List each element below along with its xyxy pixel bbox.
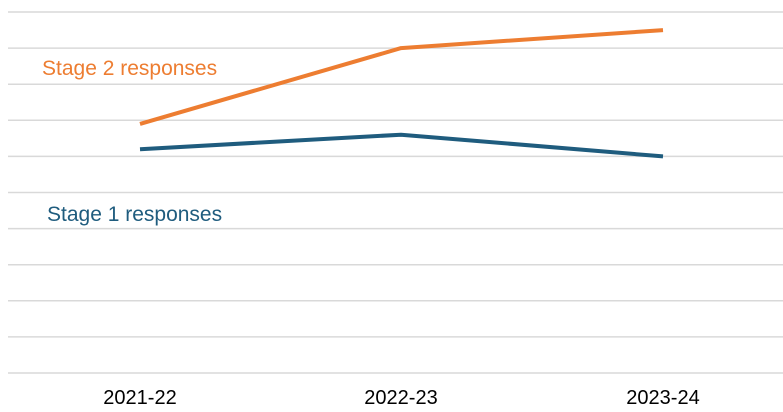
series-labels: Stage 2 responses Stage 1 responses [42,57,222,226]
series-lines [139,28,664,159]
series-line-stage-1-responses [139,132,664,159]
series-label-stage-1: Stage 1 responses [47,203,222,226]
series-line-stage-2-responses [139,28,664,126]
x-axis-tick-labels: 2021-22 2022-23 2023-24 [103,387,699,409]
x-tick-label: 2023-24 [626,387,699,409]
x-tick-label: 2022-23 [364,387,437,409]
x-tick-label: 2021-22 [103,387,176,409]
series-label-stage-2: Stage 2 responses [42,57,217,80]
gridlines [8,11,783,374]
